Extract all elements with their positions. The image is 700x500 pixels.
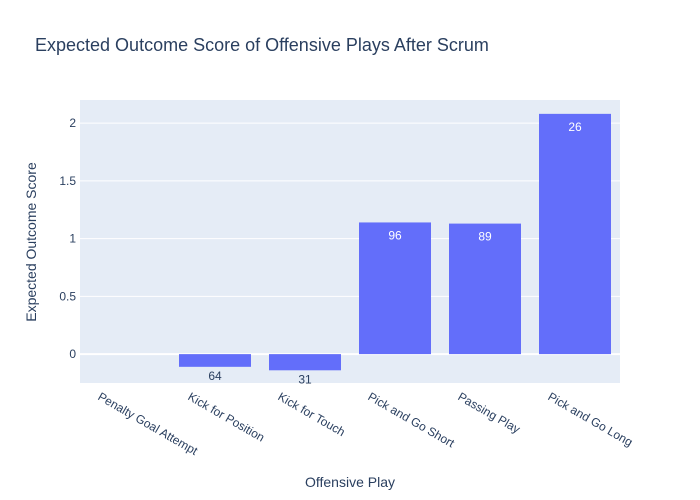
bar-data-label: 26 [568, 120, 582, 134]
y-tick-label: 0 [69, 347, 76, 361]
x-tick-label: Passing Play [456, 389, 523, 436]
y-tick-label: 0.5 [59, 289, 76, 303]
data-labels: 64 31 96 89 26 [208, 120, 582, 386]
x-tick-label: Kick for Position [186, 389, 268, 444]
gridlines [80, 122, 620, 356]
bar-data-label: 89 [478, 230, 492, 244]
bars [179, 113, 611, 371]
y-tick-label: 1 [69, 232, 76, 246]
bar-data-label: 96 [388, 228, 402, 242]
bar [539, 113, 611, 355]
plot-background [80, 100, 620, 383]
bar-data-label: 64 [208, 369, 222, 383]
x-tick-label: Pick and Go Short [366, 389, 458, 450]
bar [359, 222, 431, 355]
x-tick-label: Penalty Goal Attempt [96, 389, 201, 458]
y-axis-ticks: 0 0.5 1 1.5 2 [59, 116, 76, 361]
x-axis-title: Offensive Play [305, 474, 395, 490]
bar-data-label: 31 [298, 372, 312, 386]
bar [269, 354, 341, 371]
y-axis-title: Expected Outcome Score [23, 162, 39, 322]
bar [449, 223, 521, 355]
y-tick-label: 2 [69, 116, 76, 130]
y-tick-label: 1.5 [59, 174, 76, 188]
chart-title: Expected Outcome Score of Offensive Play… [35, 35, 489, 55]
x-tick-label: Pick and Go Long [546, 389, 636, 449]
bar [179, 354, 251, 367]
x-tick-label: Kick for Touch [276, 389, 348, 439]
